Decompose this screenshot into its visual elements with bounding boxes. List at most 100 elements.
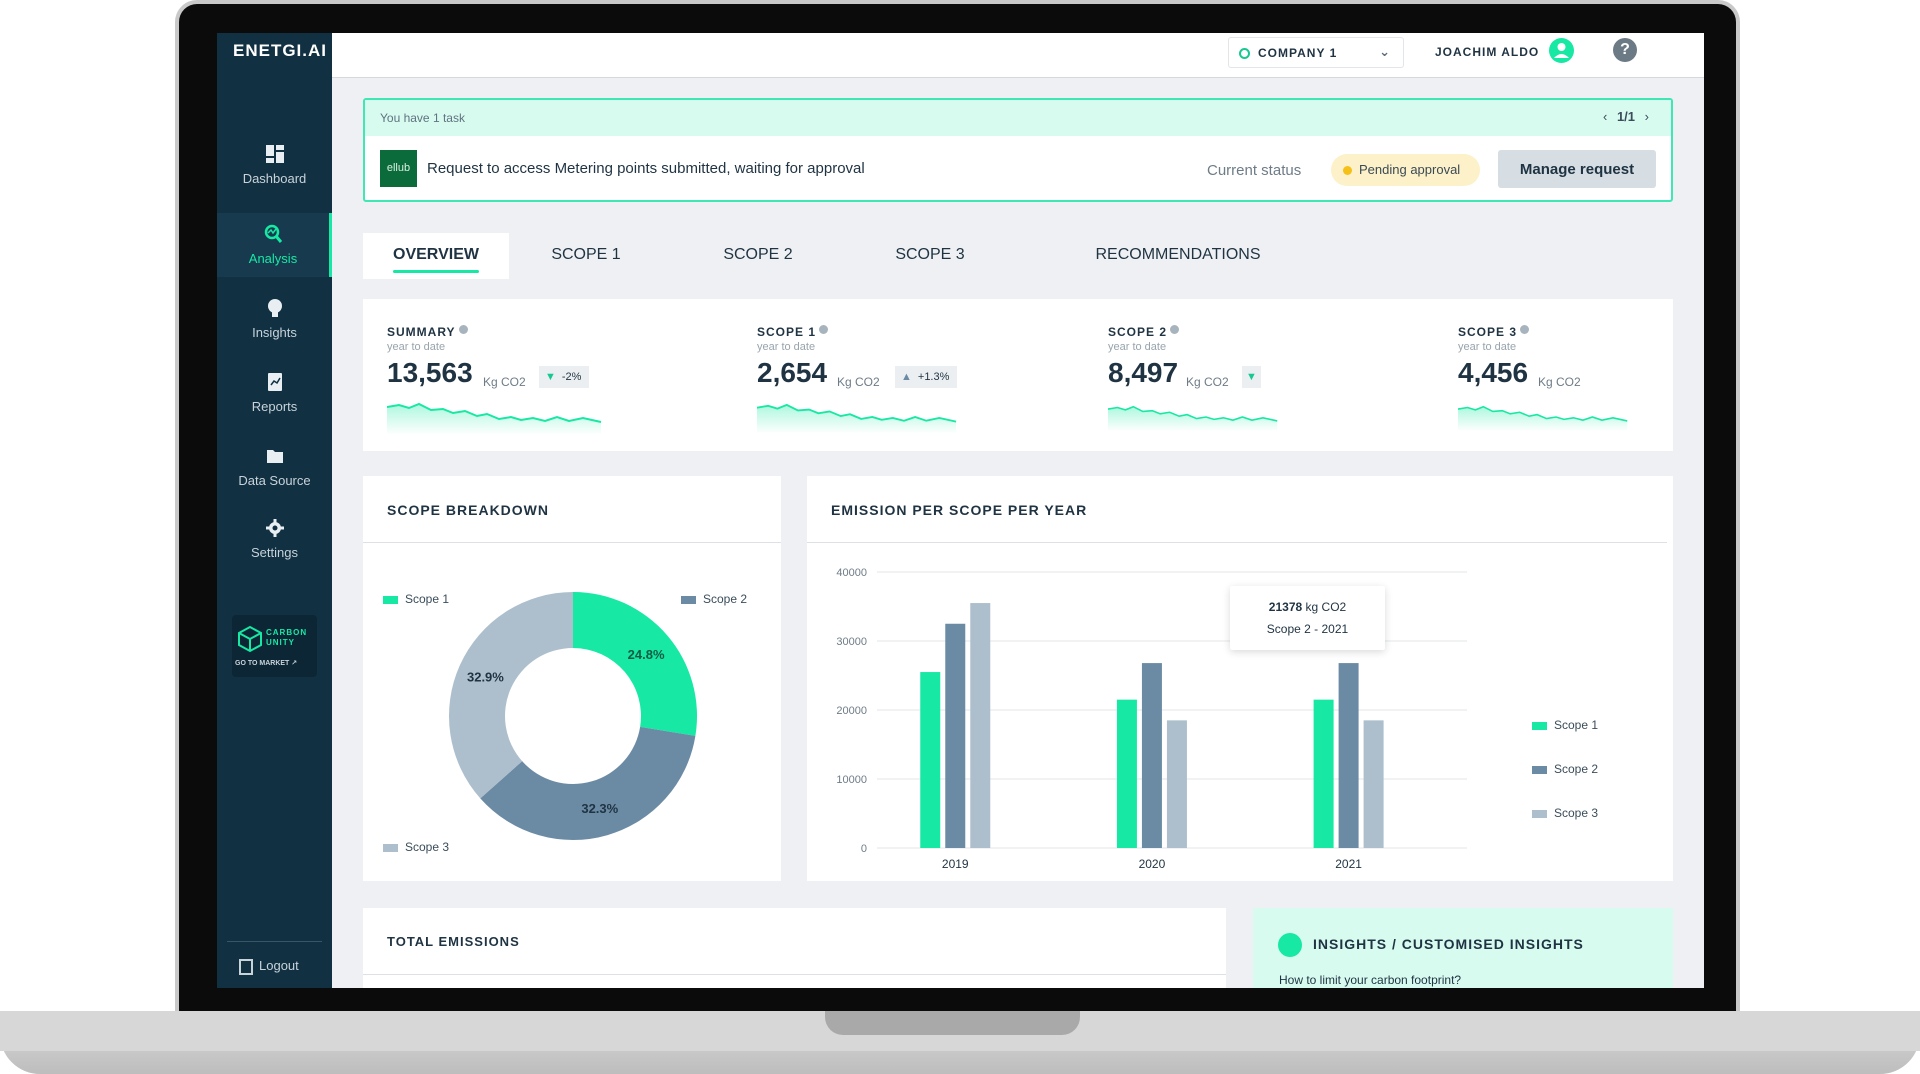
task-page-indicator: 1/1 [1616, 109, 1636, 124]
tab-label: SCOPE 2 [723, 246, 793, 263]
sidebar-item-insights[interactable]: Insights [217, 287, 332, 351]
x-tick-label: 2020 [1139, 857, 1166, 871]
carbon-unity-label: CARBON UNITY [266, 628, 307, 648]
bar-scope-2-2021[interactable] [1338, 663, 1359, 848]
insight-link[interactable]: How to limit your carbon footprint? [1279, 973, 1462, 987]
x-tick-label: 2021 [1335, 857, 1362, 871]
card-divider [807, 542, 1667, 543]
tab-scope-2[interactable]: SCOPE 2 [693, 233, 823, 279]
legend-swatch [1532, 765, 1547, 774]
tooltip-label: Scope 2 - 2021 [1266, 622, 1349, 636]
tab-scope-3[interactable]: SCOPE 3 [865, 233, 995, 279]
tab-label: SCOPE 1 [551, 246, 621, 263]
kpi-subtitle: year to date [1458, 341, 1517, 353]
company-label: COMPANY 1 [1258, 46, 1338, 60]
help-icon[interactable]: ? [1613, 38, 1637, 62]
sidebar-item-label: Settings [251, 545, 298, 560]
sidebar-item-dashboard[interactable]: Dashboard [217, 133, 332, 197]
user-name[interactable]: JOACHIM ALDO [1435, 45, 1540, 59]
chevron-down-icon: ⌄ [1379, 44, 1391, 59]
y-tick-label: 20000 [836, 705, 867, 717]
donut-slice-2[interactable] [480, 726, 696, 840]
arrow-down-icon: ▼ [545, 371, 556, 383]
sidebar-item-label: Dashboard [242, 171, 307, 186]
y-tick-label: 0 [861, 843, 867, 855]
gear-icon [265, 519, 284, 537]
kpi-value: 8,497 [1108, 357, 1179, 388]
chevron-left-icon[interactable]: ‹ [1602, 109, 1608, 124]
provider-logo: ellub [380, 150, 417, 187]
analysis-icon [264, 224, 283, 243]
scope-donut-chart: 24.8% 32.3% 32.9% [449, 592, 697, 840]
carbon-label-line1: CARBON [266, 628, 308, 637]
legend-swatch [681, 595, 696, 604]
tooltip-unit: kg CO2 [1305, 600, 1347, 614]
tab-scope-1[interactable]: SCOPE 1 [521, 233, 651, 279]
y-tick-label: 30000 [836, 636, 867, 648]
chevron-right-icon[interactable]: › [1644, 109, 1649, 124]
donut-slice-1[interactable] [573, 592, 697, 736]
info-icon[interactable] [1520, 325, 1530, 334]
kpi-title: SCOPE 3 [1458, 325, 1530, 339]
kpi-panel: SUMMARY year to date 13,563 Kg CO2 ▼ -2% … [363, 299, 1673, 451]
bar-scope-2-2020[interactable] [1141, 663, 1162, 848]
task-banner: You have 1 task ‹ 1/1 › ellub Request to… [363, 98, 1673, 202]
pending-dot-icon [1343, 166, 1352, 175]
kpi-delta-value: +1.3% [917, 371, 950, 383]
kpi-unit: Kg CO2 [837, 375, 880, 389]
go-to-market-label: GO TO MARKET [235, 660, 290, 667]
bar-scope-1-2020[interactable] [1116, 699, 1137, 848]
arrow-down-icon: ▼ [1246, 371, 1257, 383]
kpi-title-text: SCOPE 2 [1108, 325, 1168, 339]
go-to-market-link[interactable]: GO TO MARKET ↗ [235, 659, 297, 667]
card-title: EMISSION PER SCOPE PER YEAR [831, 502, 1088, 518]
card-divider [363, 542, 781, 543]
status-badge: Pending approval [1331, 154, 1480, 186]
info-icon[interactable] [1170, 325, 1180, 334]
tab-label: SCOPE 3 [895, 246, 965, 263]
logout-button[interactable]: Logout [239, 958, 299, 975]
tab-label: RECOMMENDATIONS [1095, 246, 1261, 263]
status-label: Current status [1207, 162, 1302, 179]
info-icon[interactable] [458, 325, 468, 334]
info-icon[interactable] [819, 325, 829, 334]
sidebar-item-settings[interactable]: Settings [217, 507, 332, 571]
sparkline [387, 402, 602, 435]
lightbulb-icon [267, 299, 282, 317]
manage-request-button[interactable]: Manage request [1498, 150, 1656, 188]
kpi-subtitle: year to date [757, 341, 816, 353]
sidebar-item-reports[interactable]: Reports [217, 361, 332, 425]
tab-overview[interactable]: OVERVIEW [363, 233, 509, 279]
tab-recommendations[interactable]: RECOMMENDATIONS [1083, 233, 1273, 279]
avatar[interactable] [1549, 38, 1574, 63]
company-selector[interactable]: COMPANY 1 ⌄ [1228, 37, 1404, 68]
sidebar-item-label: Analysis [248, 251, 298, 266]
legend-label: Scope 2 [703, 592, 748, 606]
card-title: INSIGHTS / CUSTOMISED INSIGHTS [1313, 936, 1584, 952]
bar-scope-1-2019[interactable] [920, 672, 941, 848]
sidebar-item-label: Insights [252, 325, 297, 340]
sidebar-item-data-source[interactable]: Data Source [217, 435, 332, 499]
legend-scope-2: Scope 2 [1532, 762, 1598, 776]
kpi-title: SCOPE 2 [1108, 325, 1180, 339]
sidebar: ENETGI.AI Dashboard Analysis Insights Re… [217, 33, 332, 988]
bar-scope-1-2021[interactable] [1313, 699, 1334, 848]
kpi-value: 2,654 [757, 357, 828, 388]
kpi-title-text: SCOPE 3 [1458, 325, 1518, 339]
kpi-scope-2: SCOPE 2 year to date 8,497 Kg CO2 ▼ [1108, 299, 1408, 451]
bar-scope-3-2020[interactable] [1166, 720, 1187, 848]
sidebar-item-analysis[interactable]: Analysis [217, 213, 332, 277]
laptop-notch [825, 1011, 1080, 1035]
task-count: You have 1 task [380, 111, 465, 125]
tab-label: OVERVIEW [393, 246, 479, 263]
donut-slice-3[interactable] [449, 592, 573, 799]
bar-scope-3-2021[interactable] [1363, 720, 1384, 848]
carbon-unity-link[interactable]: CARBON UNITY GO TO MARKET ↗ [232, 615, 317, 677]
x-tick-label: 2019 [942, 857, 969, 871]
y-tick-label: 40000 [836, 567, 867, 579]
scope-breakdown-card: SCOPE BREAKDOWN Scope 1 Scope 2 Scope 3 … [363, 476, 781, 881]
legend-label: Scope 1 [1554, 718, 1599, 732]
bar-scope-3-2019[interactable] [970, 603, 991, 848]
lightbulb-icon [1278, 933, 1302, 957]
bar-scope-2-2019[interactable] [945, 623, 966, 848]
